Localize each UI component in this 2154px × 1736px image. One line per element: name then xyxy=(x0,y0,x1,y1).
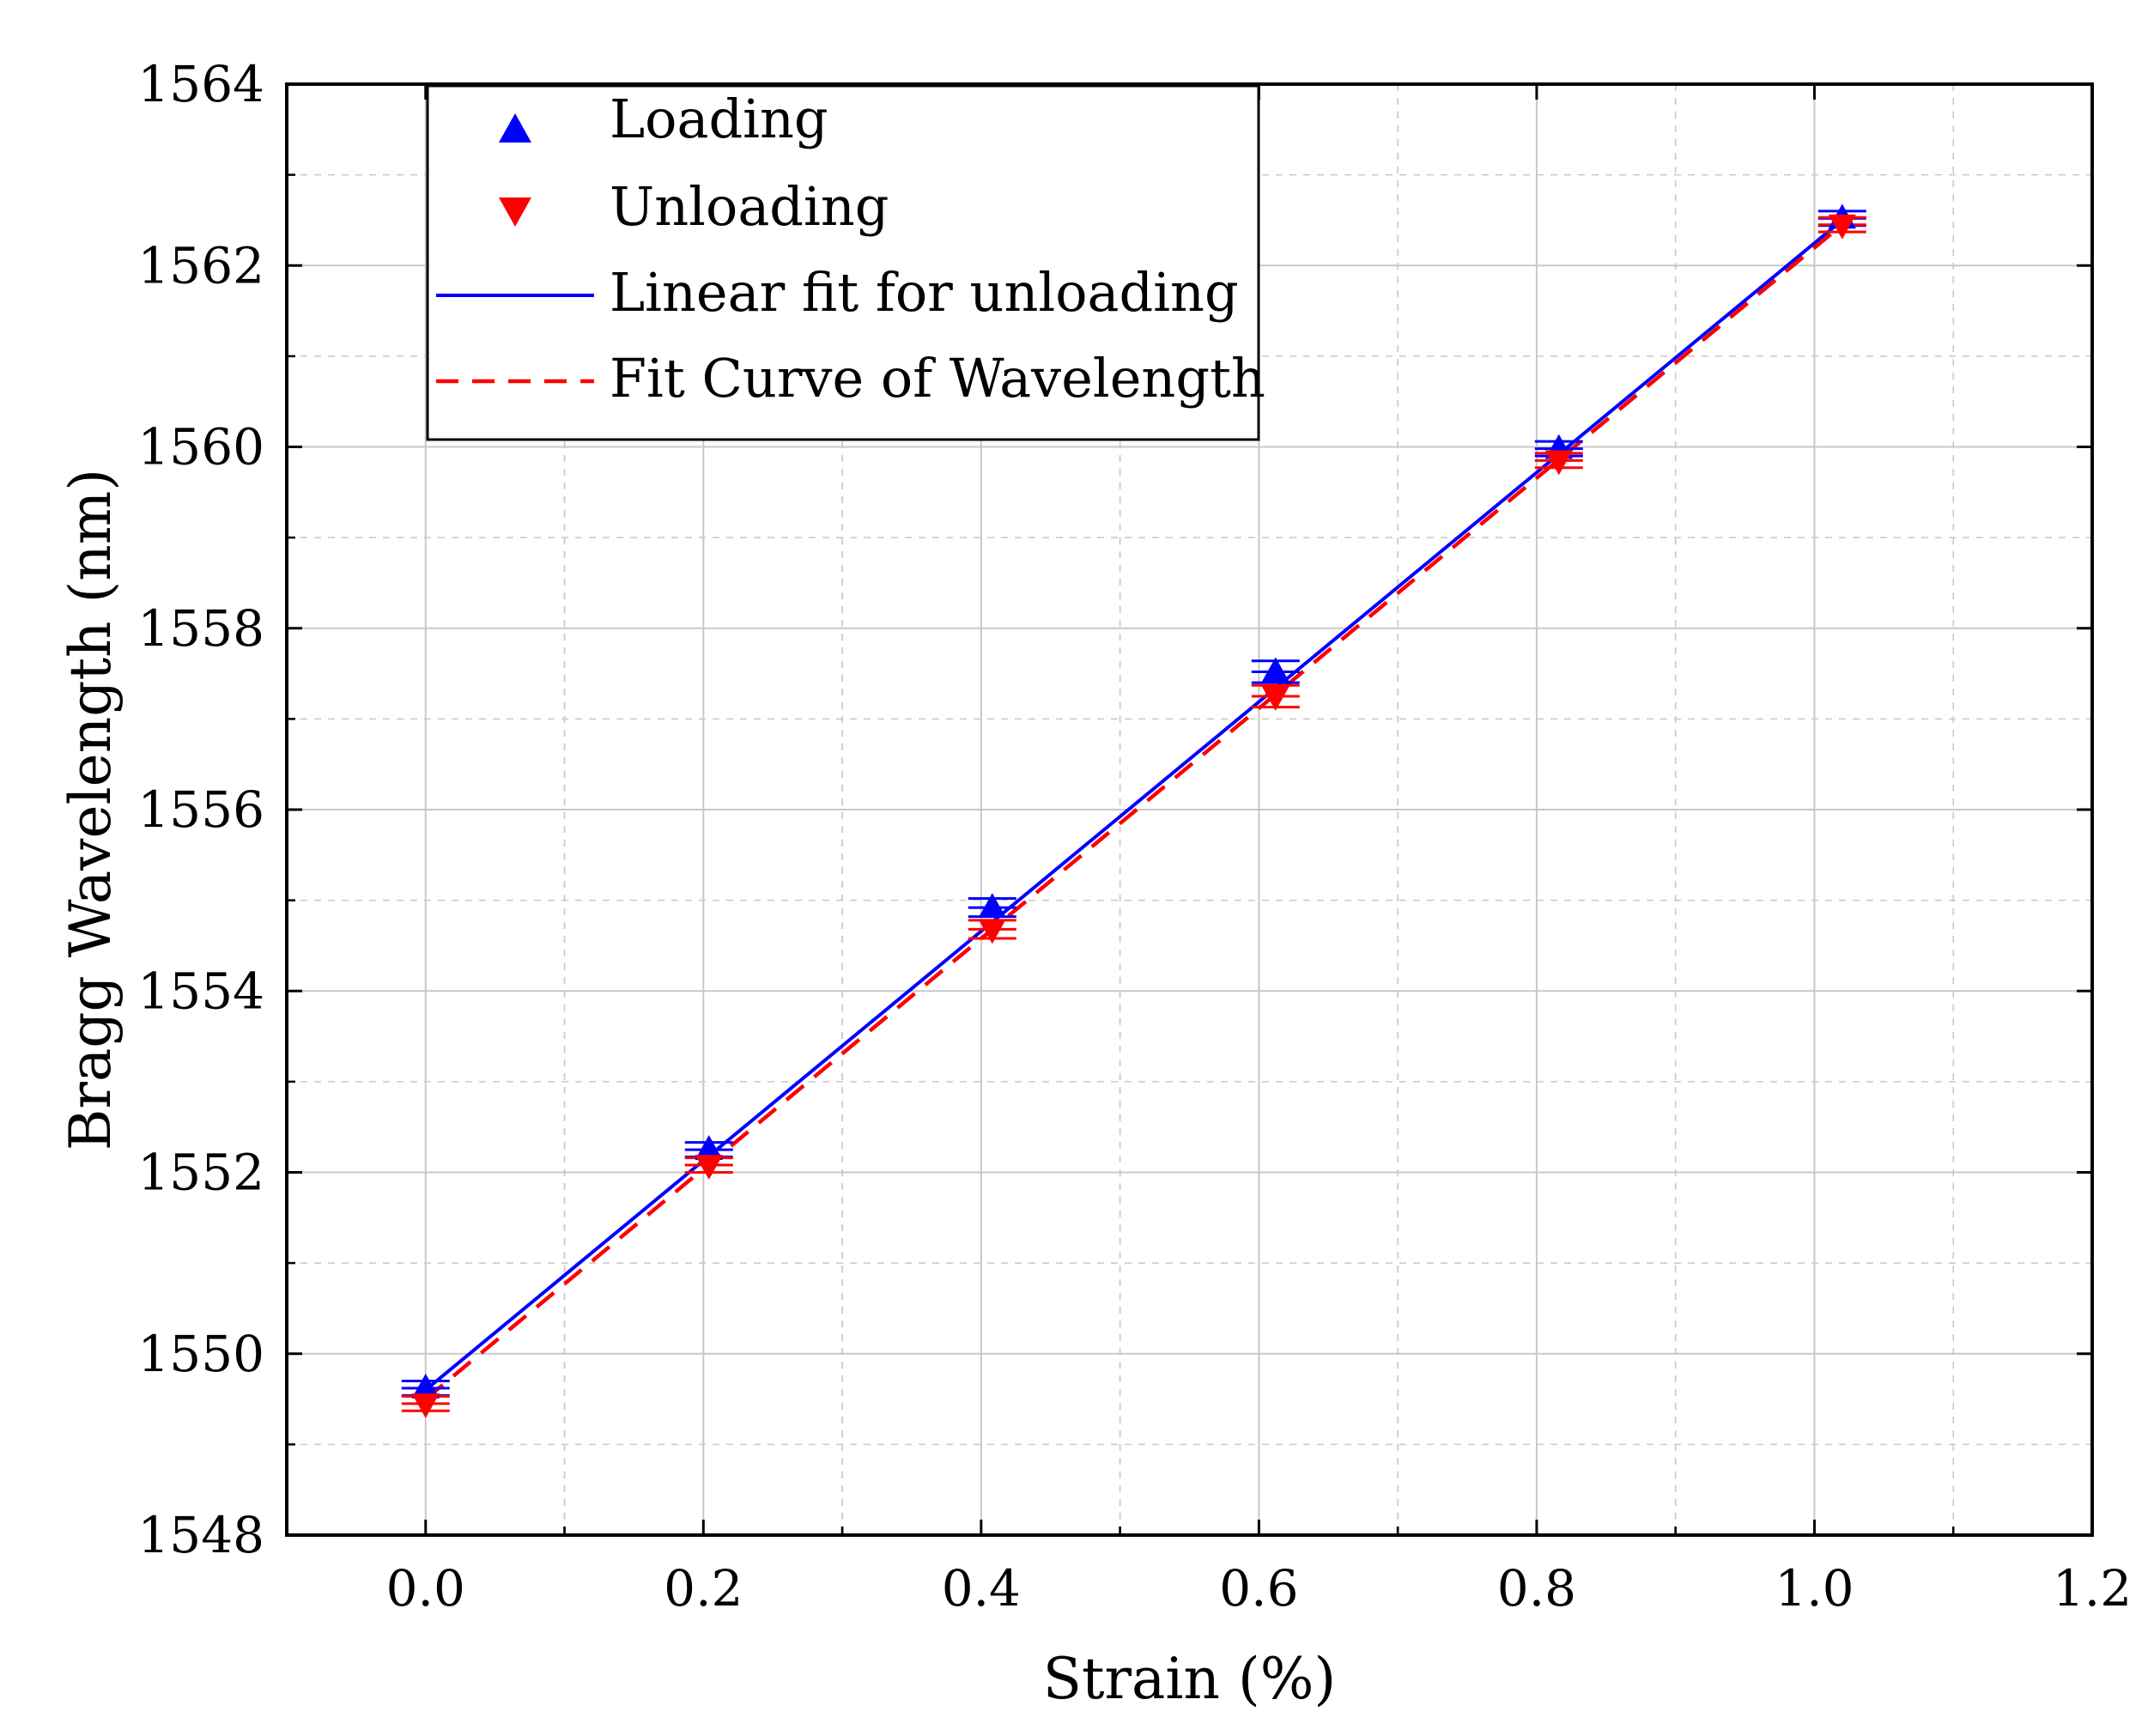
y-tick-label: 1550 xyxy=(137,1325,264,1383)
y-tick-label: 1548 xyxy=(137,1506,264,1564)
y-tick-labels: 1548 1550 1552 1554 1556 1558 1560 1562 1564 xyxy=(137,55,264,1564)
linear-fit-line xyxy=(424,218,1844,1392)
legend-fit-curve-label: Fit Curve of Wavelength xyxy=(610,347,1265,410)
x-tick-labels: 0.0 0.2 0.4 0.6 0.8 1.0 1.2 xyxy=(386,1559,2132,1618)
axis-ticks xyxy=(287,82,2094,1537)
x-tick-label: 0.8 xyxy=(1497,1559,1576,1618)
x-tick-label: 1.2 xyxy=(2053,1559,2132,1618)
legend-unloading-label: Unloading xyxy=(610,175,889,238)
legend-unloading-symbol xyxy=(499,197,531,227)
x-axis-title: Strain (%) xyxy=(1043,1646,1336,1712)
y-tick-label: 1554 xyxy=(137,962,264,1020)
unloading-point xyxy=(1544,450,1573,476)
x-tick-label: 0.4 xyxy=(942,1559,1021,1618)
data-markers xyxy=(411,203,1856,1418)
x-tick-label: 0.0 xyxy=(386,1559,465,1618)
legend-loading-label: Loading xyxy=(610,88,828,150)
unloading-point xyxy=(1828,214,1856,240)
unloading-point xyxy=(695,1155,723,1181)
fit-curve-line xyxy=(424,222,1844,1401)
legend-linear-fit-label: Linear fit for unloading xyxy=(610,261,1239,324)
x-tick-label: 0.6 xyxy=(1219,1559,1298,1618)
y-tick-label: 1556 xyxy=(137,780,264,839)
y-tick-label: 1560 xyxy=(137,418,264,476)
loading-point xyxy=(1261,657,1289,683)
y-tick-label: 1558 xyxy=(137,599,264,658)
loading-point xyxy=(695,1135,723,1160)
unloading-point xyxy=(1261,686,1289,711)
legend: Loading Unloading Linear fit for unloadi… xyxy=(426,84,1265,441)
fit-lines xyxy=(424,218,1844,1401)
x-tick-label: 1.0 xyxy=(1775,1559,1854,1618)
unloading-point xyxy=(978,919,1006,944)
loading-point xyxy=(411,1373,440,1399)
loading-point xyxy=(978,893,1006,918)
y-axis-title: Bragg Wavelength (nm) xyxy=(58,469,124,1150)
y-tick-label: 1562 xyxy=(137,236,264,294)
x-tick-label: 0.2 xyxy=(664,1559,743,1618)
legend-loading-symbol xyxy=(499,113,531,143)
y-tick-label: 1564 xyxy=(137,55,264,113)
y-tick-label: 1552 xyxy=(137,1144,264,1202)
unloading-point xyxy=(411,1393,440,1418)
